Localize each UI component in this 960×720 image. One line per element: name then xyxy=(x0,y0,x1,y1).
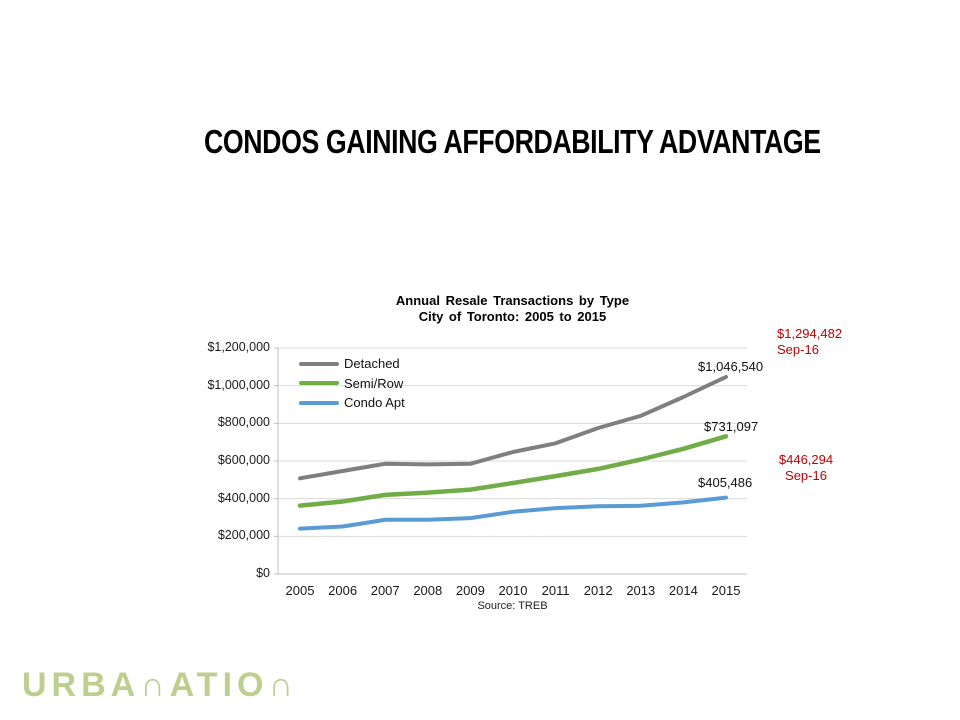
x-tick-label: 2006 xyxy=(328,583,358,598)
y-tick-label: $400,000 xyxy=(217,490,270,505)
plot-area xyxy=(274,347,747,575)
legend-label: Condo Apt xyxy=(344,395,405,411)
legend-label: Detached xyxy=(344,356,400,372)
series-line-semi-row xyxy=(297,434,729,508)
x-tick-label: 2009 xyxy=(455,583,485,598)
y-tick-label: $0 xyxy=(256,566,270,580)
x-tick-label: 2008 xyxy=(413,583,443,598)
annotation-date: Sep-16 xyxy=(777,342,819,357)
x-tick-label: 2012 xyxy=(583,583,613,598)
y-tick-label: $1,200,000 xyxy=(207,340,270,354)
chart-title: Annual Resale Transactions by Type xyxy=(395,293,630,308)
urbanation-logo: URBA∩ATIO∩ xyxy=(22,666,299,704)
y-tick-label: $1,000,000 xyxy=(207,377,270,392)
x-tick-label: 2011 xyxy=(541,583,570,598)
series-line-condo-apt xyxy=(298,495,728,531)
legend-item-condo-apt: Condo Apt xyxy=(299,393,405,413)
data-label-condo-apt: $405,486 xyxy=(698,475,753,490)
series-line-detached xyxy=(298,374,728,481)
legend-label: Semi/Row xyxy=(344,375,404,391)
x-tick-label: 2005 xyxy=(285,583,315,598)
y-axis-labels: $1,200,000 $1,000,000 $800,000 $600,000 $400… xyxy=(200,288,270,633)
slide-title: CONDOS GAINING AFFORDABILITY ADVANTAGE xyxy=(204,123,821,160)
legend: Detached Semi/Row Condo Apt xyxy=(299,354,405,413)
legend-line-swatch xyxy=(299,361,339,366)
x-tick-label: 2010 xyxy=(498,583,528,598)
data-label-semi-row: $731,097 xyxy=(704,419,759,434)
x-tick-label: 2007 xyxy=(370,583,400,598)
x-tick-label: 2014 xyxy=(668,583,698,598)
x-tick-label: 2013 xyxy=(626,583,656,598)
data-label-detached: $1,046,540 xyxy=(698,359,764,374)
y-tick-label: $600,000 xyxy=(217,453,270,467)
legend-line-swatch xyxy=(299,400,339,405)
y-tick-label: $200,000 xyxy=(217,528,270,543)
annotation-date: Sep-16 xyxy=(785,468,827,483)
legend-line-swatch xyxy=(299,381,339,386)
annotation-sep16-detached: $1,294,482 Sep-16 xyxy=(777,326,842,358)
y-tick-label: $800,000 xyxy=(217,415,270,430)
x-tick-label: 2015 xyxy=(711,583,741,598)
chart-title-block: Annual Resale Transactions by Type City … xyxy=(278,293,747,325)
chart-canvas xyxy=(274,347,747,575)
annotation-sep16-condo: $446,294 Sep-16 xyxy=(774,452,838,484)
chart-subtitle: City of Toronto: 2005 to 2015 xyxy=(418,309,607,324)
chart: Annual Resale Transactions by Type City … xyxy=(200,288,800,633)
annotation-value: $1,294,482 xyxy=(777,326,843,341)
source-note: Source: TREB xyxy=(477,600,548,612)
legend-item-semi-row: Semi/Row xyxy=(299,374,405,394)
x-axis-labels: 2005 2006 2007 2008 2009 2010 2011 2012 2013 2014… xyxy=(200,288,800,633)
legend-item-detached: Detached xyxy=(299,354,405,374)
annotation-value: $446,294 xyxy=(778,452,834,467)
